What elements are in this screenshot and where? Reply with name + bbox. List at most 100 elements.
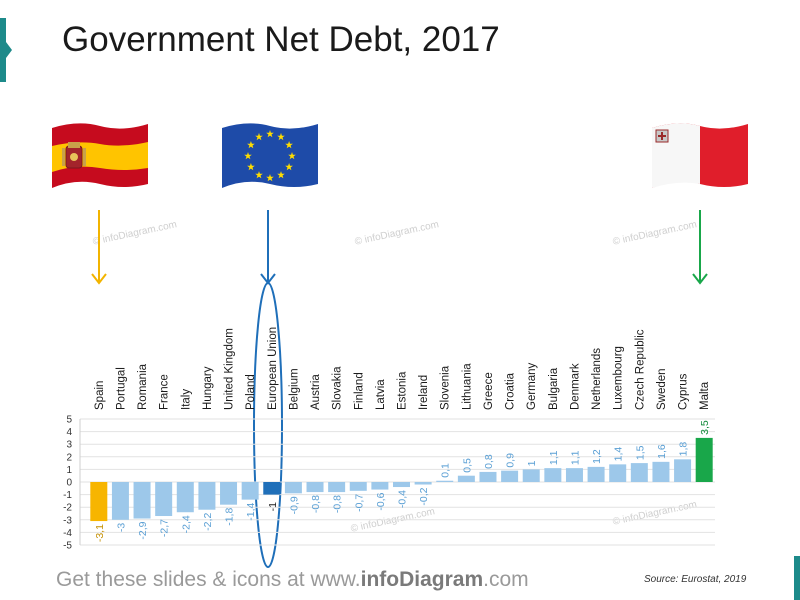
- eu-arrow-icon: [260, 210, 276, 285]
- bar: [263, 482, 281, 495]
- eu-star-icon: [285, 141, 293, 149]
- footer-brand: infoDiagram: [360, 568, 484, 591]
- bar: [306, 482, 324, 493]
- category-label: France: [159, 374, 171, 410]
- y-tick-label: 5: [66, 415, 72, 426]
- data-label: -1: [267, 502, 279, 511]
- data-label: -3,1: [94, 524, 106, 542]
- data-label: -0,7: [353, 494, 365, 512]
- y-tick-label: 4: [66, 427, 72, 438]
- bar: [349, 482, 367, 491]
- y-tick-label: 2: [66, 452, 72, 463]
- category-label: Lithuania: [461, 363, 473, 410]
- category-label: Belgium: [288, 368, 300, 410]
- y-tick-label: 3: [66, 440, 72, 451]
- bar: [565, 468, 583, 482]
- eu-star-icon: [244, 152, 252, 160]
- data-label: 1: [526, 460, 538, 466]
- bar: [414, 482, 432, 485]
- category-label: Sweden: [656, 368, 668, 410]
- eu-star-icon: [247, 163, 255, 171]
- data-label: 1,1: [548, 450, 560, 465]
- bar: [544, 468, 562, 482]
- data-label: 1,1: [569, 450, 581, 465]
- data-label: 1,6: [656, 444, 668, 459]
- category-label: Spain: [94, 381, 106, 410]
- footer-pre: Get these slides & icons at www.: [56, 568, 361, 591]
- data-label: -2,9: [137, 521, 149, 539]
- category-label: Finland: [353, 372, 365, 410]
- category-label: Denmark: [569, 363, 581, 410]
- bar: [328, 482, 346, 493]
- footer-promo: Get these slides & icons at www.infoDiag…: [56, 568, 529, 592]
- y-tick-label: 1: [66, 465, 72, 476]
- malta-arrow-icon: [692, 210, 708, 285]
- data-label: -2,7: [159, 519, 171, 537]
- bar: [695, 437, 713, 482]
- y-tick-label: -1: [63, 490, 72, 501]
- y-tick-label: -3: [63, 515, 72, 526]
- category-label: Bulgaria: [548, 367, 560, 410]
- eu-star-icon: [247, 141, 255, 149]
- bar: [133, 482, 151, 519]
- category-label: Greece: [483, 372, 495, 410]
- data-label: 0,9: [505, 453, 517, 468]
- data-label: 0,8: [483, 454, 495, 469]
- bar: [198, 482, 216, 510]
- eu-flag-icon: [222, 123, 318, 188]
- bar: [241, 482, 259, 500]
- category-label: Portugal: [115, 367, 127, 410]
- eu-highlight-ellipse: [253, 282, 283, 568]
- eu-star-icon: [288, 152, 296, 160]
- bar: [587, 466, 605, 482]
- category-label: Netherlands: [591, 348, 603, 410]
- data-label: -0,9: [288, 496, 300, 514]
- page-title: Government Net Debt, 2017: [62, 20, 500, 59]
- data-label: -0,8: [332, 495, 344, 513]
- bar: [220, 482, 238, 505]
- category-label: Luxembourg: [613, 346, 625, 410]
- eu-star-icon: [285, 163, 293, 171]
- data-label: -0,2: [418, 487, 430, 505]
- bar: [457, 475, 475, 482]
- bar: [522, 469, 540, 482]
- spain-arrow-icon: [91, 210, 107, 285]
- data-label: 1,8: [678, 442, 690, 457]
- data-label: 3,5: [699, 420, 711, 435]
- malta-flag-icon: [652, 123, 748, 188]
- bar: [393, 482, 410, 488]
- bar: [90, 482, 108, 522]
- category-label: European Union: [267, 327, 279, 410]
- category-label: Malta: [699, 381, 711, 410]
- bar: [674, 459, 692, 482]
- category-label: Latvia: [375, 379, 387, 410]
- spain-flag-icon: [52, 123, 148, 188]
- data-label: -2,4: [180, 515, 192, 533]
- category-label: Czech Republic: [634, 329, 646, 410]
- data-label: 1,4: [613, 447, 625, 462]
- data-label: 0,5: [461, 458, 473, 473]
- bar: [176, 482, 194, 513]
- bar: [111, 482, 129, 520]
- bar: [371, 482, 389, 490]
- y-tick-label: 0: [66, 478, 72, 489]
- category-label: Hungary: [202, 366, 214, 410]
- y-tick-label: -2: [63, 503, 72, 514]
- category-label: Slovenia: [440, 365, 452, 410]
- eu-star-icon: [277, 132, 285, 141]
- left-accent-bar: [0, 18, 12, 82]
- category-label: Austria: [310, 374, 322, 410]
- data-label: -2,2: [202, 513, 214, 531]
- eu-star-icon: [255, 132, 263, 141]
- category-label: Croatia: [505, 372, 517, 410]
- category-label: Romania: [137, 363, 149, 410]
- bar: [155, 482, 173, 517]
- bar: [436, 480, 454, 482]
- category-label: United Kingdom: [224, 328, 236, 410]
- bar: [609, 464, 627, 482]
- category-label: Cyprus: [678, 373, 690, 410]
- eu-star-icon: [266, 130, 274, 138]
- bar: [479, 471, 497, 482]
- data-label: -1,8: [224, 508, 236, 526]
